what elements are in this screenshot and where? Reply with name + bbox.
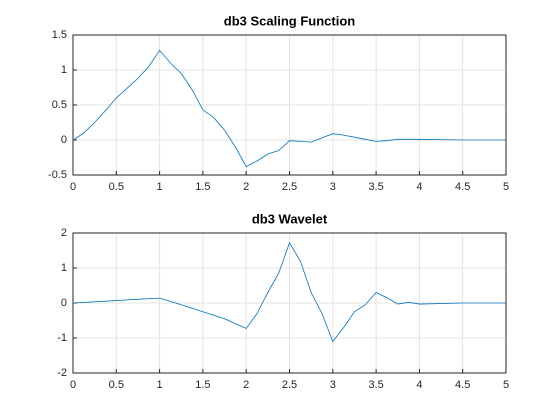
- x-tick-label: 3.5: [368, 181, 383, 193]
- x-tick-label: 0: [70, 379, 76, 391]
- x-tick-label: 3.5: [368, 379, 383, 391]
- line: [72, 241, 506, 343]
- y-tick-label: 1: [61, 262, 67, 274]
- x-tick-label: 4.5: [455, 379, 470, 391]
- y-tick-label: 0: [61, 134, 67, 146]
- y-tick-label: -0.5: [48, 169, 67, 181]
- y-tick-label: -1: [57, 332, 67, 344]
- x-tick-label: 4.5: [455, 181, 470, 193]
- y-tick-label: -2: [57, 367, 67, 379]
- axes-box: [72, 34, 507, 176]
- x-tick-label: 5: [503, 379, 509, 391]
- x-tick-label: 2: [243, 379, 249, 391]
- x-tick-label: 2.5: [282, 379, 297, 391]
- x-tick-label: 5: [503, 181, 509, 193]
- x-tick-label: 2: [243, 181, 249, 193]
- x-tick-label: 2.5: [282, 181, 297, 193]
- chart-title: db3 Scaling Function: [224, 13, 356, 28]
- x-tick-label: 0.5: [109, 181, 124, 193]
- x-tick-label: 4: [416, 181, 422, 193]
- x-tick-label: 1.5: [195, 379, 210, 391]
- y-tick-label: 0: [61, 297, 67, 309]
- x-tick-label: 3: [330, 379, 336, 391]
- x-tick-label: 3: [330, 181, 336, 193]
- y-tick-label: 0.5: [52, 99, 67, 111]
- line: [72, 49, 506, 168]
- x-tick-label: 4: [416, 379, 422, 391]
- y-tick-label: 2: [61, 227, 67, 239]
- x-tick-label: 1: [157, 181, 163, 193]
- chart-title: db3 Wavelet: [252, 211, 328, 226]
- x-tick-label: 0.5: [109, 379, 124, 391]
- x-tick-label: 0: [70, 181, 76, 193]
- y-tick-label: 1.5: [52, 29, 67, 41]
- x-tick-label: 1: [157, 379, 163, 391]
- x-tick-label: 1.5: [195, 181, 210, 193]
- y-tick-label: 1: [61, 64, 67, 76]
